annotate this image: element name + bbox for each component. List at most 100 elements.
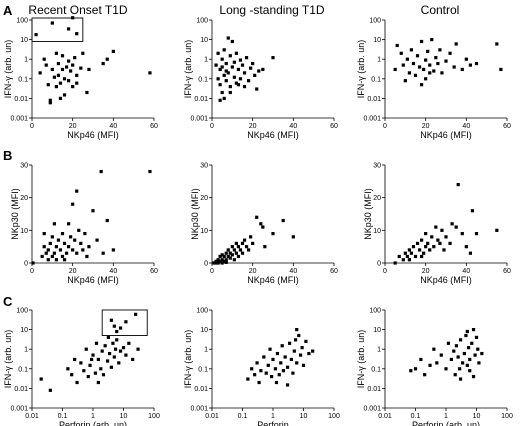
data-point [292,349,296,353]
data-point [112,324,116,328]
data-point [465,329,469,334]
data-point [274,380,279,385]
data-point [271,232,275,236]
data-point [56,73,61,77]
data-point [46,248,50,252]
data-point [426,49,430,54]
row-label-a: A [3,3,13,18]
x-axis-label: NKp46 (MFI) [420,130,472,140]
y-tick-label: 100 [196,18,208,25]
data-point [236,245,241,249]
data-point [480,351,484,356]
data-point [81,248,85,252]
data-point [101,251,105,255]
data-point [228,251,232,255]
data-point [247,248,251,252]
x-tick-label: 0.01 [25,413,39,420]
data-point [262,355,266,359]
data-point [426,241,430,245]
data-point [474,61,479,66]
data-point [448,241,452,245]
data-point [281,369,286,373]
data-point [226,254,230,259]
x-tick-label: 40 [109,123,117,130]
data-point [64,65,69,69]
data-point [86,374,90,379]
data-point [257,69,261,73]
data-point [244,245,249,249]
data-point [424,245,428,249]
data-point [436,61,440,66]
x-tick-label: 10 [120,413,128,420]
data-point [124,353,128,357]
y-tick-label: 1 [24,57,28,64]
data-point [230,65,234,69]
data-point [454,344,459,348]
data-point [226,248,230,252]
data-point [268,347,272,351]
panel-b3: 0 20 40 60 0 10 20 30 NKp46 (MFI) NKp30 (MFI) [363,163,511,286]
data-point [263,245,267,249]
data-point [228,90,232,95]
data-point [81,51,85,55]
data-point [216,77,220,81]
y-axis-label: IFN-γ (arb. un) [183,40,193,99]
data-point [99,169,103,174]
data-point [439,353,443,357]
data-point [101,373,106,377]
y-tick-label: 1 [24,347,28,354]
row-label-b: B [3,148,12,163]
data-point [275,351,280,356]
data-point [73,238,77,242]
x-tick-label: 0.1 [411,413,421,420]
panel-a1: 0 20 40 60 0.001 0.01 0.1 1 10 100 NKp46 (MFI) IFN-… [3,16,158,140]
y-tick-label: 0 [24,261,28,268]
y-tick-label: 10 [20,327,28,334]
data-point [60,54,65,58]
data-point [409,369,413,373]
data-point [224,79,228,83]
data-point [468,63,472,67]
data-point [462,351,466,356]
data-point [411,245,416,249]
x-tick-label: 60 [503,123,511,130]
data-point [473,353,477,357]
data-point [75,73,79,77]
data-point [453,373,457,377]
data-point [73,56,77,60]
data-point [50,254,54,259]
y-tick-label: 0.01 [194,96,208,103]
y-tick-label: 30 [200,163,208,170]
data-point [436,238,440,242]
data-point [103,344,107,348]
data-point [468,251,472,255]
data-point [66,367,70,371]
data-point [446,341,451,345]
data-point [255,215,259,219]
data-point [218,259,222,263]
data-point [458,367,462,371]
data-point [226,71,230,75]
data-point [442,248,446,252]
x-tick-label: 20 [249,268,257,275]
data-point [85,90,89,95]
data-point [242,238,247,242]
y-tick-label: 1 [377,347,381,354]
x-axis-label: NKp46 (MFI) [247,130,299,140]
y-tick-label: 0.001 [10,406,28,413]
y-axis-label: IFN-γ (arb. un) [183,330,193,389]
data-point [432,347,436,351]
data-point [251,61,255,66]
data-point [109,318,113,322]
y-tick-label: 0.1 [371,366,381,373]
data-point [393,67,397,72]
x-tick-label: 20 [422,268,430,275]
x-tick-label: 1 [91,413,95,420]
data-point [273,367,278,371]
data-point [253,73,257,77]
highlight-box [101,309,148,336]
data-point [300,346,304,350]
x-tick-label: 10 [300,413,308,420]
data-point [71,84,75,89]
data-point [60,254,65,259]
